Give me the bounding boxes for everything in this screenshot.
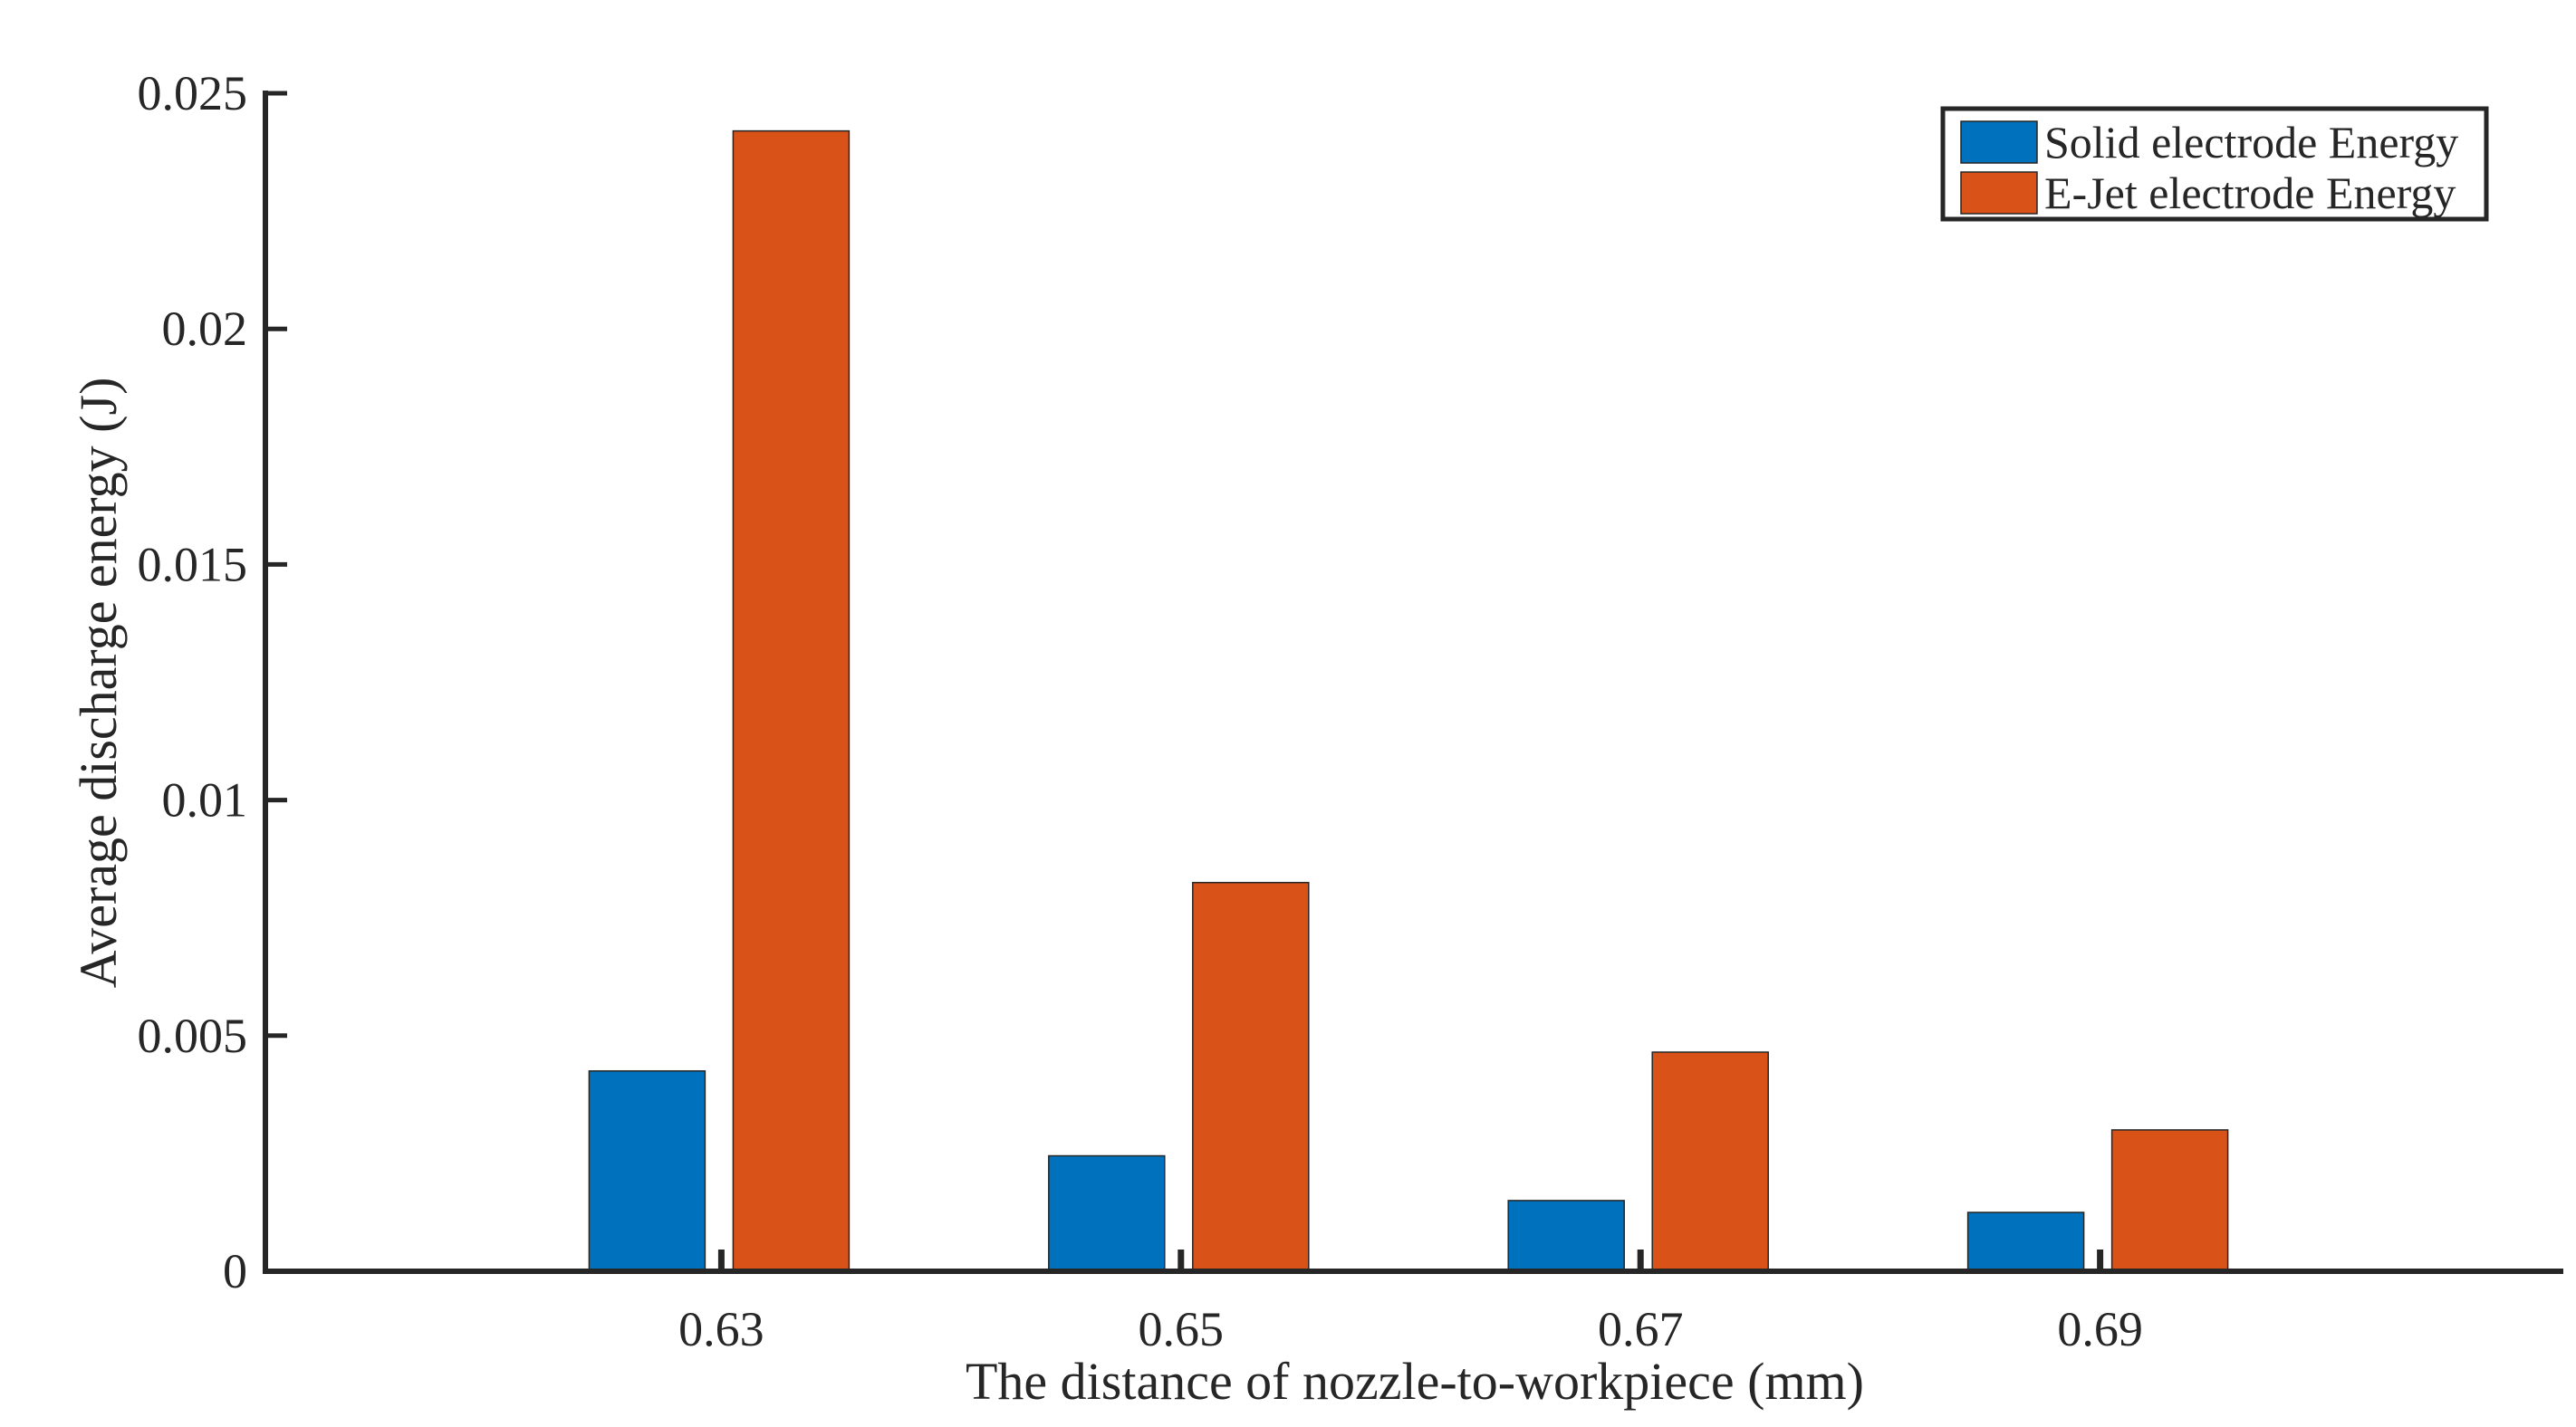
x-tick-label: 0.65 <box>1139 1302 1225 1356</box>
axes-layer <box>263 91 2563 1274</box>
y-tick-label: 0.015 <box>138 537 248 591</box>
x-axis-title: The distance of nozzle-to-workpiece (mm) <box>966 1352 1864 1411</box>
x-tick-label: 0.63 <box>678 1302 764 1356</box>
bar-solid-0.69 <box>1966 1212 2085 1272</box>
y-tick-label: 0.01 <box>162 773 248 828</box>
y-tick-label: 0 <box>223 1244 247 1298</box>
legend: Solid electrode Energy E-Jet electrode E… <box>1940 106 2489 222</box>
bar-ejet-0.63 <box>732 129 851 1272</box>
legend-label-ejet: E-Jet electrode Energy <box>2044 168 2456 218</box>
bar-ejet-0.67 <box>1651 1051 1769 1272</box>
legend-swatch-ejet <box>1960 171 2038 215</box>
y-tick-label: 0.025 <box>138 66 248 120</box>
legend-label-solid: Solid electrode Energy <box>2044 117 2458 168</box>
legend-swatch-solid <box>1960 120 2038 164</box>
y-tick-label: 0.02 <box>162 302 248 356</box>
bar-ejet-0.65 <box>1192 881 1310 1272</box>
bar-solid-0.65 <box>1048 1154 1166 1272</box>
y-tick-label: 0.005 <box>138 1009 248 1063</box>
y-axis-title: Average discharge energy (J) <box>69 378 128 989</box>
bar-ejet-0.69 <box>2110 1129 2229 1272</box>
x-tick-label: 0.67 <box>1598 1302 1684 1356</box>
bar-solid-0.63 <box>588 1070 706 1272</box>
bars-layer <box>588 129 2229 1272</box>
bar-solid-0.67 <box>1507 1200 1625 1272</box>
x-tick-label: 0.69 <box>2057 1302 2143 1356</box>
ticks-layer: 0 0.005 0.01 0.015 0.02 0.025 0.63 0.65 0.67 0.69 <box>138 66 2143 1356</box>
